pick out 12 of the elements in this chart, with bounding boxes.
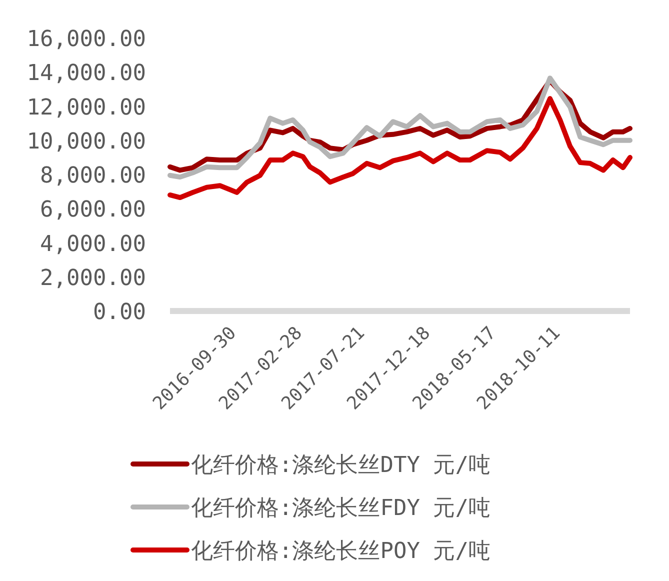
y-tick-label: 6,000.00 <box>40 198 146 223</box>
y-tick-label: 4,000.00 <box>40 232 146 257</box>
legend-label: 化纤价格:涤纶长丝FDY 元/吨 <box>191 496 490 521</box>
y-tick-label: 10,000.00 <box>26 129 146 154</box>
legend-label: 化纤价格:涤纶长丝POY 元/吨 <box>191 539 490 564</box>
legend-label: 化纤价格:涤纶长丝DTY 元/吨 <box>191 453 490 478</box>
y-tick-label: 12,000.00 <box>26 95 146 120</box>
y-tick-label: 0.00 <box>93 300 146 325</box>
y-tick-label: 2,000.00 <box>40 266 146 291</box>
y-tick-label: 16,000.00 <box>26 27 146 52</box>
y-tick-label: 8,000.00 <box>40 164 146 188</box>
y-tick-label: 14,000.00 <box>26 61 146 86</box>
